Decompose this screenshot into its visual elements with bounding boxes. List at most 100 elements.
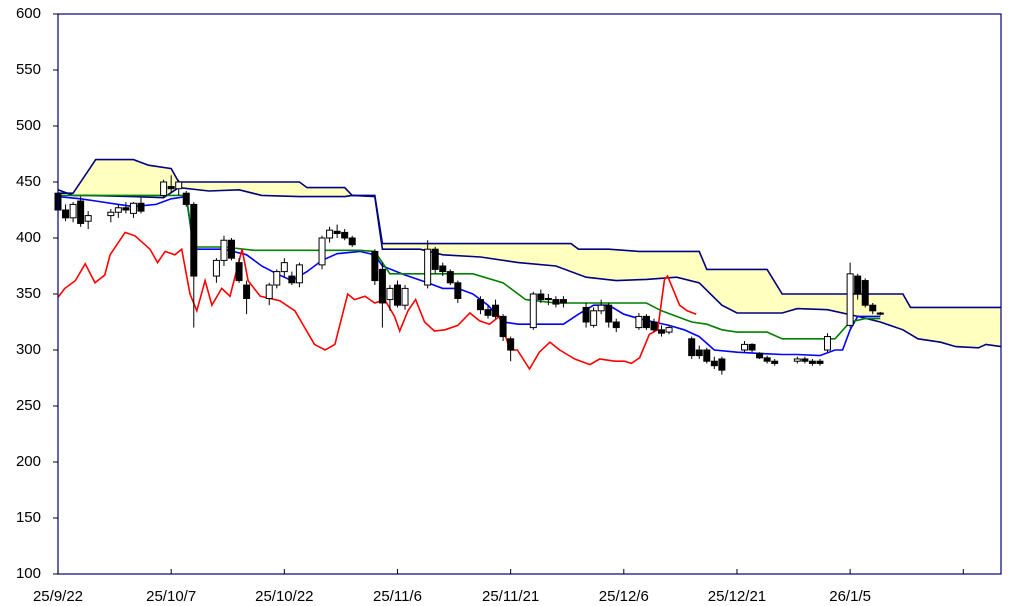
candle-body — [446, 271, 454, 284]
candle-body — [544, 297, 552, 301]
candle-body — [175, 181, 183, 190]
candle-body — [695, 349, 703, 357]
candle-body — [84, 215, 92, 222]
candle-body — [220, 239, 228, 261]
candle-body — [507, 338, 515, 351]
candle-body — [326, 229, 334, 239]
candle-body — [77, 200, 85, 224]
candle-body — [529, 293, 537, 329]
candle-body — [431, 248, 439, 270]
candle-body — [122, 207, 130, 211]
candle-body — [265, 284, 273, 299]
y-tick-label: 250 — [16, 397, 41, 414]
y-tick-label: 200 — [16, 453, 41, 470]
candle-body — [114, 207, 122, 213]
candle-body — [635, 315, 643, 329]
candle-body — [793, 358, 801, 362]
x-tick-label: 26/1/5 — [829, 588, 871, 605]
candle-body — [401, 287, 409, 306]
y-tick-label: 150 — [16, 509, 41, 526]
candle-body — [393, 284, 401, 306]
cloud-line — [57, 186, 1002, 349]
candle-body — [484, 309, 492, 316]
candle-body — [650, 321, 658, 331]
candle-body — [801, 358, 809, 362]
x-tick-label: 25/12/6 — [599, 588, 649, 605]
candle-body — [552, 299, 560, 305]
candle-body — [386, 287, 394, 301]
candle-body — [476, 299, 484, 311]
candle-body — [273, 271, 281, 286]
candle-body — [612, 321, 620, 329]
cloud-line — [58, 158, 1001, 309]
y-tick-label: 450 — [16, 173, 41, 190]
candle-body — [642, 315, 650, 329]
candle-body — [869, 304, 877, 312]
candle-body — [333, 230, 341, 235]
candle-body — [559, 299, 567, 304]
candle-body — [288, 275, 296, 284]
candle-body — [348, 237, 356, 246]
candle-body — [876, 312, 884, 315]
y-tick-label: 550 — [16, 61, 41, 78]
candle-body — [235, 262, 243, 282]
candle-body — [582, 306, 590, 323]
candle-body — [318, 237, 326, 266]
candle-body — [861, 280, 869, 306]
y-tick-label: 100 — [16, 565, 41, 582]
candle-body — [439, 265, 447, 273]
candle-body — [280, 262, 288, 273]
candle-body — [537, 293, 545, 301]
candle-body — [62, 209, 70, 219]
candle-body — [182, 192, 190, 205]
candle-body — [823, 336, 831, 351]
candle-body — [499, 315, 507, 338]
candle-body — [658, 329, 666, 334]
candle-body — [190, 203, 198, 277]
candle-body — [718, 358, 726, 371]
candle-body — [763, 357, 771, 362]
candle-body — [167, 185, 175, 190]
x-tick-label: 25/10/22 — [255, 588, 313, 605]
candle-body — [371, 250, 379, 282]
x-tick-label: 25/11/6 — [373, 588, 422, 605]
indicator-line — [58, 194, 881, 340]
candle-body — [492, 304, 500, 317]
candle-body — [665, 327, 673, 333]
candle-body — [107, 211, 115, 217]
candle-body — [243, 284, 251, 299]
candle-body — [454, 282, 462, 299]
candle-body — [341, 231, 349, 239]
candle-body — [741, 343, 749, 351]
candle-body — [854, 275, 862, 295]
y-tick-label: 600 — [16, 5, 41, 22]
y-tick-label: 350 — [16, 285, 41, 302]
candle-body — [846, 273, 854, 326]
candle-body — [756, 352, 764, 359]
x-tick-label: 25/11/21 — [482, 588, 539, 605]
candle-body — [295, 264, 303, 284]
candle-body — [816, 360, 824, 364]
candle-body — [424, 248, 432, 286]
candle-body — [605, 304, 613, 323]
candle-body — [69, 203, 77, 219]
x-tick-label: 25/12/21 — [708, 588, 766, 605]
candle-body — [378, 268, 386, 304]
candle-body — [597, 304, 605, 312]
candle-body — [590, 310, 598, 326]
candle-body — [710, 360, 718, 367]
candle-body — [212, 259, 220, 277]
candle-body — [748, 343, 756, 351]
y-tick-label: 300 — [16, 341, 41, 358]
cloud-fill — [58, 159, 1001, 348]
candle-body — [703, 349, 711, 362]
candle-body — [228, 239, 236, 259]
candle-body — [129, 202, 137, 214]
candle-body — [771, 360, 779, 364]
x-tick-label: 25/10/7 — [146, 588, 196, 605]
y-tick-label: 400 — [16, 229, 41, 246]
y-tick-label: 500 — [16, 117, 41, 134]
candle-body — [137, 202, 145, 212]
